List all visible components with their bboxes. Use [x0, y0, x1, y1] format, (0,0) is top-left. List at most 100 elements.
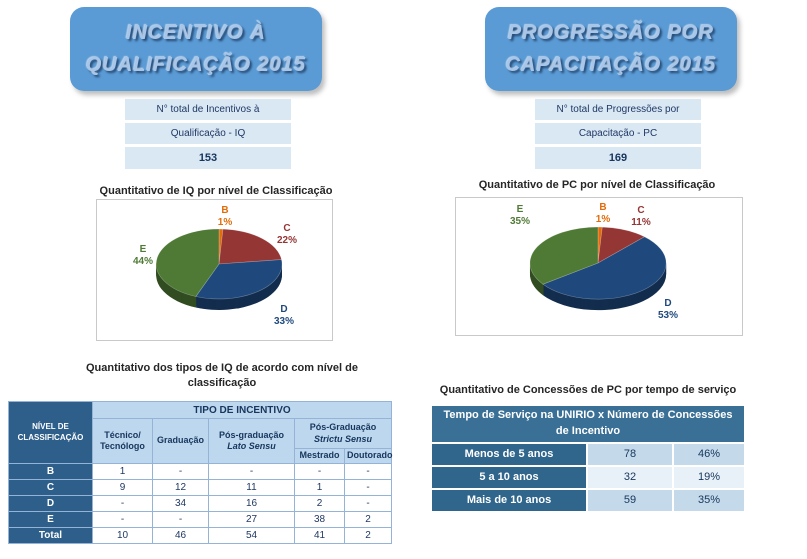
pc-row-mais-10: Mais de 10 anos 59 35%	[432, 489, 745, 511]
pc-banner-line1: PROGRESSÃO POR	[507, 21, 715, 44]
iq-pie-label-b: B 1%	[208, 205, 242, 229]
iq-col-graduacao: Graduação	[152, 418, 209, 464]
iq-pie-label-e-value: 44%	[132, 256, 153, 267]
iq-cell: 34	[152, 495, 209, 512]
iq-col-lato-italic: Lato Sensu	[227, 441, 276, 451]
pc-total-title-line2: Capacitação - PC	[535, 123, 701, 144]
pc-table-title: Quantitativo de Concessões de PC por tem…	[439, 384, 737, 396]
iq-total-title-line2: Qualificação - IQ	[125, 123, 291, 144]
pc-row-percent: 35%	[674, 489, 745, 511]
iq-cell: -	[152, 511, 209, 528]
iq-banner: INCENTIVO À QUALIFICAÇÃO 2015	[70, 7, 322, 91]
pc-row-count: 32	[588, 466, 672, 488]
pc-pie-chart: B 1% C 11% E 35% D 53%	[455, 197, 743, 336]
iq-pie-label-d-letter: D	[280, 304, 288, 315]
iq-col-mestrado: Mestrado	[294, 448, 345, 464]
pc-pie-label-c-value: 11%	[631, 217, 651, 228]
iq-corner-header: NÍVEL DE CLASSIFICAÇÃO	[8, 401, 93, 464]
pc-pie-label-d-letter: D	[664, 298, 672, 309]
iq-pie-label-b-letter: B	[221, 205, 229, 216]
pc-table: Tempo de Serviço na UNIRIO x Número de C…	[430, 404, 746, 513]
iq-cell: 12	[152, 479, 209, 496]
iq-col-tecnico-line2: Tecnólogo	[100, 441, 145, 451]
iq-table-header-row-2: Técnico/Tecnólogo Graduação Pós-graduaçã…	[9, 418, 393, 464]
pc-row-5-a-10: 5 a 10 anos 32 19%	[432, 466, 745, 488]
iq-cell: -	[208, 463, 295, 480]
iq-col-strictu-normal: Pós-Graduação	[309, 422, 377, 433]
pc-banner: PROGRESSÃO POR CAPACITAÇÃO 2015	[485, 7, 737, 91]
iq-table-title-line2: classificação	[187, 377, 257, 390]
iq-row-total: Total 10 46 54 41 2	[8, 527, 393, 544]
pc-table-header-row: Tempo de Serviço na UNIRIO x Número de C…	[432, 406, 745, 442]
iq-col-lato-normal: Pós-graduação	[218, 429, 285, 440]
iq-row-c-label: C	[8, 479, 93, 496]
iq-chart-title: Quantitativo de IQ por nível de Classifi…	[99, 185, 333, 197]
iq-row-d: D - 34 16 2 -	[8, 495, 393, 512]
iq-total-value: 153	[125, 147, 291, 169]
pc-row-count: 78	[588, 443, 672, 465]
iq-cell: 11	[208, 479, 295, 496]
pc-pie-label-e: E 35%	[503, 204, 537, 228]
iq-cell: 54	[208, 527, 295, 544]
iq-pie-label-c-letter: C	[283, 223, 291, 234]
iq-col-lato-sensu: Pós-graduação Lato Sensu	[208, 418, 295, 464]
iq-cell: 27	[208, 511, 295, 528]
iq-cell: -	[92, 495, 153, 512]
iq-col-tecnico-line1: Técnico/	[104, 429, 141, 440]
iq-col-doutorado: Doutorado	[343, 448, 393, 464]
iq-cell: 16	[208, 495, 295, 512]
iq-cell: 46	[152, 527, 209, 544]
iq-cell: -	[343, 479, 393, 496]
pc-row-label: 5 a 10 anos	[432, 466, 586, 488]
iq-row-b-label: B	[8, 463, 93, 480]
iq-cell: 10	[92, 527, 153, 544]
iq-group-header: TIPO DE INCENTIVO	[91, 401, 393, 419]
iq-pie-label-e-letter: E	[139, 244, 147, 255]
iq-row-e-label: E	[8, 511, 93, 528]
iq-table-header-row-1: NÍVEL DE CLASSIFICAÇÃO TIPO DE INCENTIVO	[8, 401, 393, 464]
iq-col-tecnico: Técnico/Tecnólogo	[92, 418, 153, 464]
iq-cell: -	[294, 463, 345, 480]
pc-pie-label-b-value: 1%	[595, 214, 611, 225]
iq-row-b: B 1 - - - -	[8, 463, 393, 480]
pc-row-label: Menos de 5 anos	[432, 443, 586, 465]
iq-cell: 38	[294, 511, 345, 528]
pc-row-percent: 46%	[674, 443, 745, 465]
pc-pie-label-d-value: 53%	[657, 310, 678, 321]
iq-cell: 2	[294, 495, 345, 512]
iq-pie-svg	[155, 228, 283, 310]
pc-pie-label-d: D 53%	[651, 298, 685, 322]
iq-pie-label-c-value: 22%	[276, 235, 297, 246]
iq-cell: -	[152, 463, 209, 480]
iq-row-c: C 9 12 11 1 -	[8, 479, 393, 496]
pc-row-percent: 19%	[674, 466, 745, 488]
iq-banner-line2: QUALIFICAÇÃO 2015	[85, 53, 307, 76]
pc-row-label: Mais de 10 anos	[432, 489, 586, 511]
iq-pie-label-e: E 44%	[126, 244, 160, 268]
iq-table-title: Quantitativo dos tipos de IQ de acordo c…	[42, 361, 402, 392]
iq-cell: 2	[343, 527, 393, 544]
iq-pie-label-d: D 33%	[267, 304, 301, 328]
pc-row-count: 59	[588, 489, 672, 511]
iq-cell: -	[92, 511, 153, 528]
pc-total-title-line1: N° total de Progressões por	[535, 99, 701, 120]
iq-row-e: E - - 27 38 2	[8, 511, 393, 528]
pc-pie-label-c-letter: C	[637, 205, 645, 216]
pc-banner-line2: CAPACITAÇÃO 2015	[505, 53, 717, 76]
pc-row-menos-5: Menos de 5 anos 78 46%	[432, 443, 745, 465]
iq-row-d-label: D	[8, 495, 93, 512]
pc-total-value: 169	[535, 147, 701, 169]
iq-col-strictu-italic: Strictu Sensu	[314, 433, 373, 444]
pc-table-header: Tempo de Serviço na UNIRIO x Número de C…	[432, 406, 745, 442]
pc-chart-title: Quantitativo de PC por nível de Classifi…	[478, 179, 716, 191]
iq-table: NÍVEL DE CLASSIFICAÇÃO TIPO DE INCENTIVO…	[8, 401, 393, 544]
iq-pie-label-c: C 22%	[270, 223, 304, 247]
iq-total-title-line1: N° total de Incentivos à	[125, 99, 291, 120]
pc-pie-label-e-value: 35%	[509, 216, 530, 227]
iq-cell: 41	[294, 527, 345, 544]
iq-cell: 2	[343, 511, 393, 528]
iq-cell: 1	[294, 479, 345, 496]
iq-pie-label-d-value: 33%	[273, 316, 294, 327]
iq-pie-chart: B 1% C 22% E 44% D 33%	[96, 199, 333, 341]
